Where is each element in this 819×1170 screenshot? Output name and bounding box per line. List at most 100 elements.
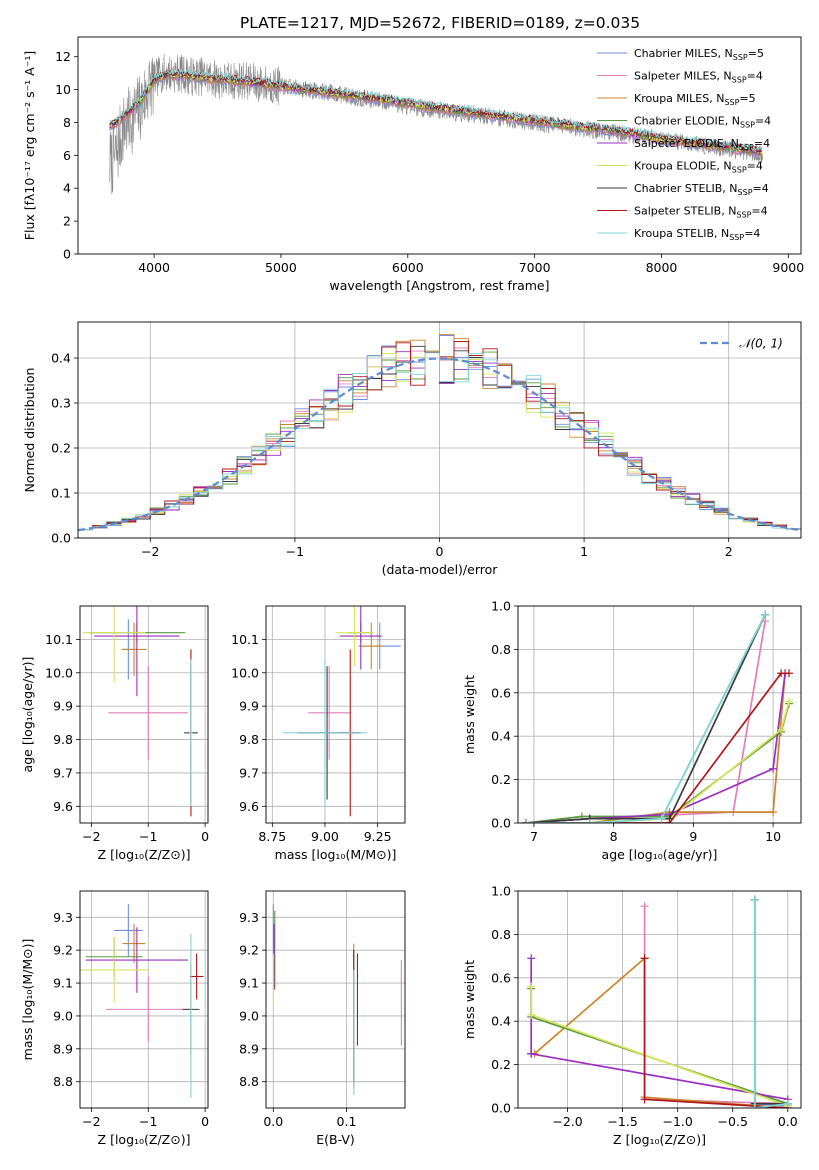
mass-weight-line: [530, 986, 789, 1107]
x-axis-label: mass [log₁₀(M/M⊙)]: [275, 847, 397, 862]
residual-histogram-panel: −2 −1 0 1 2 0.0 0.1 0.2 0.3 0.4 (data-model)/error…: [22, 321, 802, 577]
x-tick-label: 1: [580, 544, 588, 559]
y-tick-label: 4: [63, 181, 71, 196]
histogram-step-line: [78, 333, 801, 531]
mass-weight-line: [643, 906, 788, 1105]
data-point-marker: [527, 982, 536, 991]
data-point-marker: [761, 610, 770, 619]
legend-entry: Salpeter ELODIE, NSSP=4: [634, 137, 770, 152]
axes-frame: [265, 890, 406, 1109]
data-point-marker: [527, 1010, 536, 1019]
x-axis-label: wavelength [Angstrom, rest frame]: [329, 278, 549, 293]
legend-entry: 𝒩(0, 1): [739, 337, 783, 351]
data-point-marker: [640, 954, 649, 963]
age-vs-metallicity-panel: −2 −1 0 9.6 9.7 9.8 9.9 10.0 10.1 Z [log₁₀(Z/Z⊙)]…: [20, 605, 209, 862]
y-tick-label: 0.0: [51, 531, 71, 546]
y-tick-label: 9.8: [239, 732, 259, 747]
x-axis-label: E(B-V): [316, 1132, 355, 1147]
data-point-marker: [777, 725, 786, 734]
y-tick-label: 10.1: [231, 632, 259, 647]
mass-weight-line: [526, 614, 766, 823]
x-tick-label: 6000: [392, 260, 424, 275]
y-tick-label: 9.0: [239, 1008, 259, 1023]
mass-weight-line: [530, 988, 789, 1105]
y-tick-label: 9.3: [239, 910, 259, 925]
data-point-marker: [521, 819, 530, 823]
mass-weight-line: [526, 701, 790, 823]
mass-weight-line: [526, 673, 786, 823]
x-tick-label: 4000: [138, 260, 170, 275]
plot-area: [527, 895, 792, 1108]
x-tick-label: −2: [141, 544, 159, 559]
y-axis-label: Normed distribution: [22, 368, 37, 493]
weight-vs-age-panel: 7 8 9 10 0.0 0.2 0.4 0.6 0.8 1.0 age [log₁₀(age/yr…: [462, 599, 802, 862]
mass-weight-line: [533, 956, 788, 1108]
x-tick-label: −1: [286, 544, 304, 559]
mass-weight-line: [526, 672, 789, 823]
y-axis-label: mass weight: [462, 675, 477, 754]
x-tick-label: −2.0: [552, 1114, 582, 1129]
x-axis-label: Z [log₁₀(Z/Z⊙)]: [98, 1132, 191, 1147]
x-tick-label: 8: [610, 829, 618, 844]
data-point-marker: [750, 1104, 759, 1108]
plot-area: [272, 904, 402, 1095]
y-axis-label: mass weight: [462, 960, 477, 1039]
mass-weight-line: [753, 899, 788, 1108]
model-spectrum-line: [109, 68, 763, 153]
axes-frame: [517, 890, 802, 1109]
y-tick-label: 6: [63, 148, 71, 163]
plot-area: [78, 333, 801, 532]
legend-entry: Chabrier MILES, NSSP=5: [634, 47, 764, 62]
y-tick-label: 1.0: [491, 884, 511, 899]
legend-entry: Salpeter STELIB, NSSP=4: [634, 205, 768, 220]
x-tick-label: 10: [765, 829, 781, 844]
data-point-marker: [769, 808, 778, 817]
x-tick-label: 0.0: [778, 1114, 798, 1129]
axes-frame: [265, 605, 406, 824]
data-point-marker: [640, 1095, 649, 1104]
y-tick-label: 9.9: [239, 699, 259, 714]
data-point-marker: [769, 764, 778, 773]
x-tick-label: 0.1: [337, 1114, 357, 1129]
axes-frame: [517, 605, 802, 824]
y-tick-label: 0.1: [51, 486, 71, 501]
data-point-marker: [657, 814, 666, 823]
data-point-marker: [785, 697, 794, 706]
data-point-marker: [665, 819, 674, 823]
y-tick-label: 0.4: [491, 729, 511, 744]
mass-weight-line: [525, 614, 766, 823]
spectrum-legend: Chabrier MILES, NSSP=5 Salpeter MILES, NS…: [597, 47, 771, 242]
plot-area: [109, 53, 763, 195]
y-axis-label: mass [log₁₀(M/M⊙)]: [20, 939, 35, 1061]
y-tick-label: 10.0: [231, 665, 259, 680]
mass-weight-line: [753, 899, 788, 1105]
y-tick-label: 0.6: [491, 685, 511, 700]
mass-vs-extinction-panel: 0.0 0.1 8.8 8.9 9.0 9.1 9.2 9.3 E(B-V): [239, 890, 406, 1147]
x-tick-label: 5000: [265, 260, 297, 275]
y-tick-label: 0.0: [491, 816, 511, 831]
mass-weight-line: [525, 621, 766, 823]
y-tick-label: 9.3: [53, 910, 73, 925]
data-point-marker: [750, 895, 759, 904]
y-tick-label: 12: [55, 49, 71, 64]
plot-area: [80, 904, 204, 1099]
x-tick-label: −1.0: [662, 1114, 692, 1129]
x-axis-label: Z [log₁₀(Z/Z⊙)]: [98, 847, 191, 862]
x-tick-label: −1.5: [607, 1114, 637, 1129]
x-axis-label: (data-model)/error: [382, 562, 499, 577]
data-point-marker: [785, 669, 794, 678]
y-tick-label: 0.6: [491, 970, 511, 985]
y-tick-label: 0.3: [51, 396, 71, 411]
x-axis-label: Z [log₁₀(Z/Z⊙)]: [613, 1132, 706, 1147]
y-tick-label: 0.2: [491, 772, 511, 787]
data-point-marker: [777, 669, 786, 678]
legend-entry: Kroupa STELIB, NSSP=4: [634, 227, 760, 242]
mass-weight-line: [643, 958, 788, 1108]
y-tick-label: 0.4: [491, 1014, 511, 1029]
gaussian-reference-curve: [78, 357, 801, 532]
mass-weight-line: [525, 703, 790, 823]
y-tick-label: 9.1: [239, 976, 259, 991]
mass-weight-line: [753, 899, 788, 1107]
y-tick-label: 9.8: [53, 732, 73, 747]
